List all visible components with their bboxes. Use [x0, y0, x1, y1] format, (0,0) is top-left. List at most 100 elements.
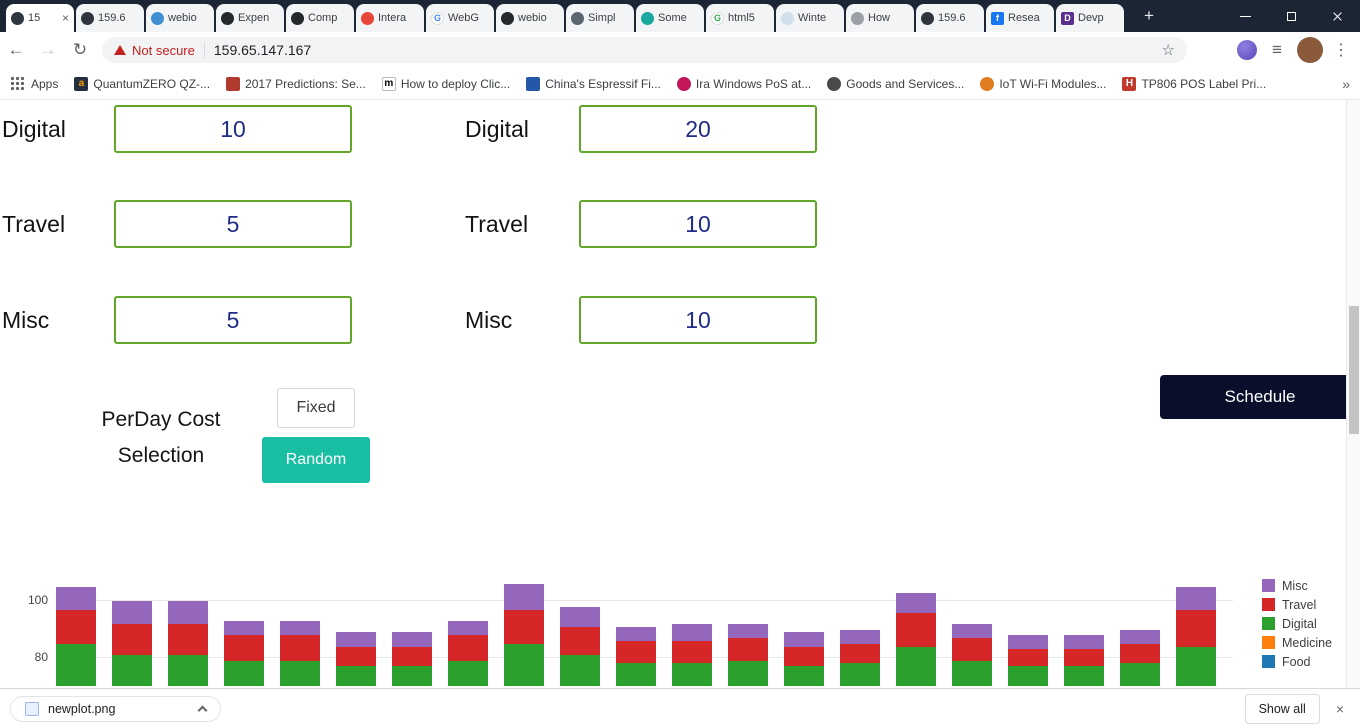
y-axis-tick-label: 80 — [34, 649, 48, 664]
bar-segment-travel — [1064, 649, 1104, 667]
perday-cost-selection-label: PerDay Cost Selection — [101, 408, 221, 467]
bookmark-item[interactable]: China's Espressif Fi... — [526, 76, 661, 91]
download-item[interactable]: newplot.png — [10, 695, 222, 722]
address-separator — [203, 42, 205, 58]
browser-tab[interactable]: 15 × — [6, 4, 74, 32]
not-secure-label[interactable]: Not secure — [132, 42, 195, 58]
legend-item[interactable]: Medicine — [1262, 633, 1332, 652]
bar-segment-misc — [1008, 635, 1048, 650]
back-button[interactable]: ← — [7, 40, 25, 59]
bar-segment-digital — [896, 646, 936, 686]
bar-segment-travel — [560, 626, 600, 655]
new-tab-button[interactable]: + — [1144, 6, 1154, 25]
browser-tab[interactable]: Intera — [356, 4, 424, 32]
browser-tab[interactable]: webio — [146, 4, 214, 32]
browser-tab[interactable]: How — [846, 4, 914, 32]
forward-button[interactable]: → — [39, 40, 57, 59]
browser-tab[interactable]: Expen — [216, 4, 284, 32]
download-filename: newplot.png — [48, 701, 116, 716]
browser-tab[interactable]: f Resea — [986, 4, 1054, 32]
reading-list-icon[interactable]: ≡ — [1272, 40, 1282, 59]
bar-segment-digital — [56, 643, 96, 686]
chart: Misc Travel Digital Medicine Food 80 100 — [0, 576, 1344, 688]
tab-close-icon[interactable]: × — [61, 11, 69, 25]
random-button[interactable]: Random — [262, 437, 370, 483]
browser-tab[interactable]: Some — [636, 4, 704, 32]
travel-input-right[interactable] — [579, 200, 817, 248]
close-window-button[interactable] — [1314, 0, 1360, 32]
bookmark-favicon — [980, 76, 995, 91]
tab-list: 15 × 159.6 webio Expen Comp Intera G WebG webio Si… — [6, 4, 1126, 32]
bookmark-item[interactable]: Goods and Services... — [827, 76, 964, 91]
travel-input-left[interactable] — [114, 200, 352, 248]
bookmark-label: How to deploy Clic... — [400, 76, 511, 91]
url-text[interactable]: 159.65.147.167 — [213, 42, 312, 58]
legend-swatch — [1262, 636, 1275, 649]
bar-segment-digital — [672, 663, 712, 686]
fixed-button[interactable]: Fixed — [277, 388, 355, 428]
download-bar-close-icon[interactable]: × — [1335, 700, 1344, 717]
tab-title: WebG — [448, 12, 479, 24]
bookmark-item[interactable]: H TP806 POS Label Pri... — [1122, 76, 1266, 91]
browser-tab[interactable]: 159.6 — [916, 4, 984, 32]
legend-item[interactable]: Misc — [1262, 576, 1332, 595]
browser-tab[interactable]: D Devp — [1056, 4, 1124, 32]
browser-tab[interactable]: webio — [496, 4, 564, 32]
bookmark-star-icon[interactable]: ☆ — [1161, 42, 1175, 59]
bookmark-item[interactable]: m How to deploy Clic... — [381, 76, 511, 91]
bar-segment-digital — [392, 666, 432, 686]
digital-input-left[interactable] — [114, 105, 352, 153]
bookmark-label: QuantumZERO QZ-... — [93, 76, 211, 91]
maximize-button[interactable] — [1268, 0, 1314, 32]
bookmark-item[interactable]: 2017 Predictions: Se... — [226, 76, 366, 91]
browser-tab[interactable]: 159.6 — [76, 4, 144, 32]
misc-input-left[interactable] — [114, 296, 352, 344]
site-favicon — [921, 11, 934, 25]
extension-icon[interactable] — [1237, 40, 1257, 60]
bookmark-label: China's Espressif Fi... — [545, 76, 661, 91]
bar-segment-misc — [336, 632, 376, 647]
show-all-button[interactable]: Show all — [1244, 693, 1320, 724]
bar-segment-digital — [280, 660, 320, 686]
reload-button[interactable]: ↻ — [72, 40, 88, 59]
minimize-button[interactable] — [1222, 0, 1268, 32]
field-label: Misc — [465, 307, 513, 333]
close-icon — [1332, 11, 1343, 22]
chevron-up-icon[interactable] — [197, 705, 208, 715]
misc-input-right[interactable] — [579, 296, 817, 344]
tab-title: 15 — [28, 12, 41, 24]
legend-item[interactable]: Food — [1262, 652, 1332, 671]
browser-tab[interactable]: Winte — [776, 4, 844, 32]
browser-tab[interactable]: Comp — [286, 4, 354, 32]
address-bar[interactable]: Not secure 159.65.147.167 ☆ — [102, 37, 1187, 63]
browser-menu-icon[interactable]: ⋮ — [1333, 42, 1349, 59]
colorful-favicon — [361, 11, 374, 25]
site-favicon — [11, 11, 24, 25]
bookmark-item[interactable]: IoT Wi-Fi Modules... — [980, 76, 1106, 91]
stacked-bar — [896, 576, 936, 686]
bookmark-item[interactable]: a QuantumZERO QZ-... — [74, 76, 211, 91]
amazon-favicon: a — [74, 76, 89, 91]
apps-shortcut[interactable]: Apps — [10, 76, 58, 91]
bookmarks-overflow-icon[interactable]: » — [1342, 75, 1350, 92]
bar-segment-digital — [784, 666, 824, 686]
scrollbar-thumb[interactable] — [1349, 306, 1359, 434]
browser-tab[interactable]: G WebG — [426, 4, 494, 32]
form-row: Digital Digital — [0, 105, 1360, 153]
bookmark-item[interactable]: Ira Windows PoS at... — [676, 76, 811, 91]
browser-tab[interactable]: Simpl — [566, 4, 634, 32]
profile-avatar[interactable] — [1297, 37, 1323, 63]
bar-segment-travel — [952, 638, 992, 661]
legend-item[interactable]: Travel — [1262, 595, 1332, 614]
page-content: Digital Digital Travel Travel Misc Misc PerDa… — [0, 100, 1360, 688]
scrollbar[interactable] — [1346, 100, 1360, 688]
digital-input-right[interactable] — [579, 105, 817, 153]
schedule-button[interactable]: Schedule — [1160, 375, 1360, 419]
legend-item[interactable]: Digital — [1262, 614, 1332, 633]
bar-segment-misc — [616, 626, 656, 641]
stacked-bar — [1064, 576, 1104, 686]
apps-label: Apps — [31, 76, 59, 91]
bar-segment-misc — [1064, 635, 1104, 650]
